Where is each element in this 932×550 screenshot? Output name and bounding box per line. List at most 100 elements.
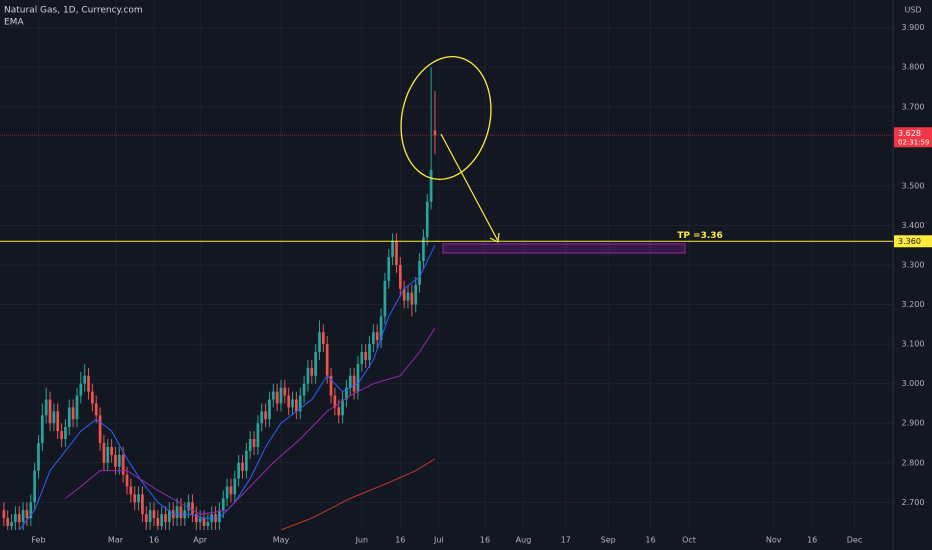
candle-body [106,446,110,463]
arrow-head [489,232,500,243]
last-price-box [894,127,932,148]
candle-body [271,391,275,400]
y-tick-label: 3.900 [902,23,925,32]
x-tick-label: Apr [193,536,208,545]
candle-body [368,344,371,360]
candle-body [314,352,317,376]
axes: 2.700 2.800 2.900 3.000 3.100 3.200 3.300 3.400… [31,23,932,545]
ema-line [65,328,436,515]
candle-body [337,407,341,416]
candle-body [391,241,394,258]
candle-body [17,514,21,523]
countdown-label: 02:31:59 [898,138,929,146]
candle-body [264,411,267,420]
x-tick-label: Jul [433,536,444,545]
candle-body [6,518,10,527]
candle-body [321,332,325,345]
x-tick-label: 16 [807,536,817,545]
candle-body [48,399,52,424]
x-tick-label: 17 [561,536,571,545]
candle-body [402,288,406,301]
candle-body [333,395,337,408]
candle-body [221,498,225,511]
candle-body [275,391,279,404]
y-tick-label: 3.200 [902,300,925,309]
candle-body [67,407,71,428]
y-tick-label: 3.300 [902,261,925,270]
candle-body [225,486,229,499]
candle-body [287,395,291,408]
candle-body [60,431,63,440]
candle-body [29,502,33,519]
candle-body [64,427,67,440]
candle-body [160,514,164,527]
candle-body [248,439,252,451]
target-zone [442,243,686,254]
y-tick-label: 2.800 [902,458,925,467]
y-tick-label: 3.100 [902,340,925,349]
x-tick-label: Mar [108,536,124,545]
candle-body [137,494,140,503]
candle-body [37,442,40,471]
x-tick-label: Dec [847,536,862,545]
candle-body [44,399,48,416]
ema-line [280,458,436,530]
candle-body [425,201,429,238]
candle-body [194,514,198,523]
candle-body [375,332,379,341]
candle-body [256,423,260,447]
candle-body [144,514,148,523]
candle-body [252,439,256,447]
candle-body [125,474,129,487]
candle-body [164,514,167,523]
candle-body [156,518,160,527]
candle-body [387,257,391,281]
last-price-label: 3.628 [898,129,921,138]
x-tick-label: Sep [601,536,616,545]
candle-body [318,332,321,353]
candle-body [110,446,113,455]
y-tick-label: 3.500 [902,181,925,190]
candle-body [14,514,17,523]
candle-body [241,462,244,471]
candle-body [114,454,117,467]
x-tick-label: Nov [766,536,782,545]
drawings [400,56,686,254]
x-tick-label: 16 [645,536,655,545]
candle-body [268,399,271,420]
y-tick-label: 2.900 [902,419,925,428]
candle-body [2,510,6,519]
candle-body [279,387,283,404]
x-tick-label: 16 [395,536,405,545]
candle-body [395,241,398,265]
candle-body [79,383,83,396]
candle-body [348,375,352,388]
tp-price-box [894,235,932,248]
candle-body [152,510,156,519]
candle-body [133,494,137,503]
candle-body [75,395,79,420]
candle-body [83,375,87,384]
candle-body [218,510,221,523]
candle-body [52,411,56,424]
candle-body [356,363,360,392]
candle-body [94,403,98,416]
candle-body [98,415,102,443]
candle-body [187,502,190,511]
candle-body [298,395,302,412]
candle-body [244,450,248,471]
candle-body [360,352,364,364]
candle-body [295,399,298,412]
candle-body [306,367,310,384]
candle-body [283,387,287,396]
candle-body [148,510,152,523]
y-tick-label: 3.700 [902,102,925,111]
candle-body [429,170,433,202]
y-tick-label: 3.000 [902,379,925,388]
arrow-line [440,133,499,242]
candle-body [229,486,233,495]
candle-body [91,391,94,404]
candle-body [422,237,425,262]
